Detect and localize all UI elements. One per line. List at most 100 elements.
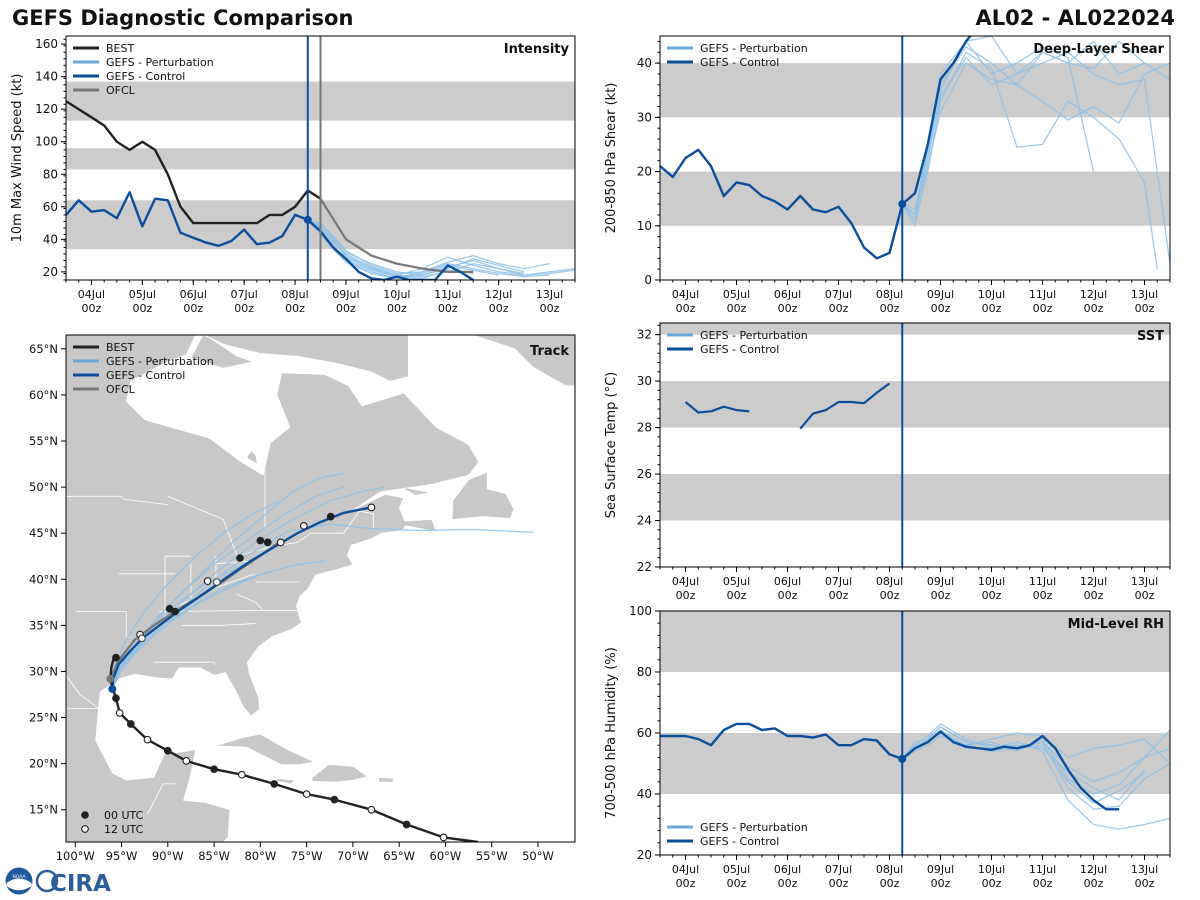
x-tick-label: 13Jul <box>536 288 563 301</box>
legend-label: GEFS - Control <box>700 343 779 356</box>
x-tick-label: 05Jul <box>723 863 750 876</box>
y-tick-label: 20 <box>43 265 58 279</box>
x-tick-label-hour: 00z <box>778 877 798 890</box>
x-tick-label: 07Jul <box>825 863 852 876</box>
x-tick-label: 10Jul <box>978 863 1005 876</box>
lat-tick-label: 60°N <box>29 388 58 402</box>
x-tick-label-hour: 00z <box>880 302 900 315</box>
y-tick-label: 40 <box>43 232 58 246</box>
x-tick-label: 04Jul <box>672 863 699 876</box>
x-tick-label: 10Jul <box>978 575 1005 588</box>
y-tick-label: 100 <box>35 135 58 149</box>
x-tick-label-hour: 00z <box>540 302 560 315</box>
lon-tick-label: 90°W <box>152 849 184 863</box>
x-tick-label-hour: 00z <box>880 877 900 890</box>
best-marker-00utc <box>402 820 411 829</box>
x-tick-label-hour: 00z <box>982 589 1002 602</box>
y-tick-label: 10 <box>637 219 652 233</box>
y-tick-label: 20 <box>637 848 652 862</box>
legend-label: BEST <box>106 341 134 354</box>
init-marker <box>898 200 907 209</box>
x-tick-label: 05Jul <box>129 288 156 301</box>
x-tick-label-hour: 00z <box>1084 302 1104 315</box>
lat-tick-label: 50°N <box>29 480 58 494</box>
x-tick-label-hour: 00z <box>1135 589 1155 602</box>
perturbation-line <box>901 723 1170 830</box>
shading-band <box>660 474 1170 521</box>
legend-label: OFCL <box>106 84 136 97</box>
y-tick-label: 80 <box>637 665 652 679</box>
best-marker-00utc <box>112 694 120 703</box>
panel-shear: 01020304004Jul00z05Jul00z06Jul00z07Jul00… <box>604 35 1171 315</box>
perturbation-line <box>307 219 550 275</box>
political-border <box>75 611 127 639</box>
x-tick-label-hour: 00z <box>982 877 1002 890</box>
legend-label: GEFS - Perturbation <box>700 329 808 342</box>
x-tick-label: 06Jul <box>180 288 207 301</box>
control-line <box>660 36 972 260</box>
x-tick-label: 07Jul <box>825 575 852 588</box>
x-tick-label-hour: 00z <box>880 589 900 602</box>
x-tick-label-hour: 00z <box>1135 302 1155 315</box>
lon-tick-label: 85°W <box>198 849 230 863</box>
x-tick-label: 08Jul <box>281 288 308 301</box>
plot-area <box>660 323 1170 521</box>
political-border <box>153 661 216 666</box>
lon-tick-label: 80°W <box>244 849 276 863</box>
ofcl-marker-00utc <box>256 536 265 545</box>
control-marker-12utc <box>367 503 376 512</box>
x-tick-label: 09Jul <box>927 575 954 588</box>
x-tick-label: 11Jul <box>434 288 461 301</box>
y-tick-label: 26 <box>637 467 652 481</box>
perturbation-track <box>111 571 270 690</box>
control-marker-00utc <box>326 512 335 521</box>
control-line <box>799 382 891 430</box>
x-tick-label-hour: 00z <box>285 302 305 315</box>
ofcl-init-marker <box>106 674 115 683</box>
y-tick-label: 32 <box>637 328 652 342</box>
political-border <box>236 593 264 611</box>
x-tick-label: 06Jul <box>774 575 801 588</box>
x-tick-label: 12Jul <box>1080 288 1107 301</box>
y-tick-label: 100 <box>629 604 652 618</box>
y-axis-label: 200-850 hPa Shear (kt) <box>604 83 619 234</box>
x-tick-label: 08Jul <box>876 288 903 301</box>
y-tick-label: 60 <box>43 200 58 214</box>
x-tick-label-hour: 00z <box>1033 877 1053 890</box>
x-tick-label: 09Jul <box>927 288 954 301</box>
best-marker-00utc <box>210 765 218 774</box>
control-init-marker <box>108 684 117 693</box>
x-tick-label-hour: 00z <box>676 589 696 602</box>
x-tick-label: 13Jul <box>1131 575 1158 588</box>
y-tick-label: 120 <box>35 102 58 116</box>
lat-tick-label: 35°N <box>29 618 58 632</box>
lat-tick-label: 55°N <box>29 434 58 448</box>
marker-legend-label: 12 UTC <box>104 823 144 836</box>
x-tick-label-hour: 00z <box>1033 589 1053 602</box>
x-tick-label: 09Jul <box>332 288 359 301</box>
x-tick-label-hour: 00z <box>829 589 849 602</box>
perturbation-track <box>111 486 344 690</box>
land-southampton <box>190 335 254 369</box>
y-tick-label: 28 <box>637 421 652 435</box>
x-tick-label: 06Jul <box>774 863 801 876</box>
control-line <box>660 722 1119 811</box>
land-newfoundland <box>451 471 515 520</box>
x-tick-label: 04Jul <box>78 288 105 301</box>
land-greenland <box>473 335 575 387</box>
shading-band <box>660 381 1170 428</box>
perturbation-line <box>901 40 1145 216</box>
x-tick-label-hour: 00z <box>727 589 747 602</box>
land-jamaica <box>275 778 296 785</box>
best-marker-00utc <box>163 746 172 755</box>
lon-tick-label: 75°W <box>291 849 323 863</box>
x-tick-label-hour: 00z <box>778 589 798 602</box>
x-tick-label: 05Jul <box>723 288 750 301</box>
plot-area <box>660 36 1170 270</box>
land-anticosti <box>403 487 430 496</box>
x-tick-label: 10Jul <box>383 288 410 301</box>
x-tick-label-hour: 00z <box>727 877 747 890</box>
political-border <box>164 555 191 626</box>
